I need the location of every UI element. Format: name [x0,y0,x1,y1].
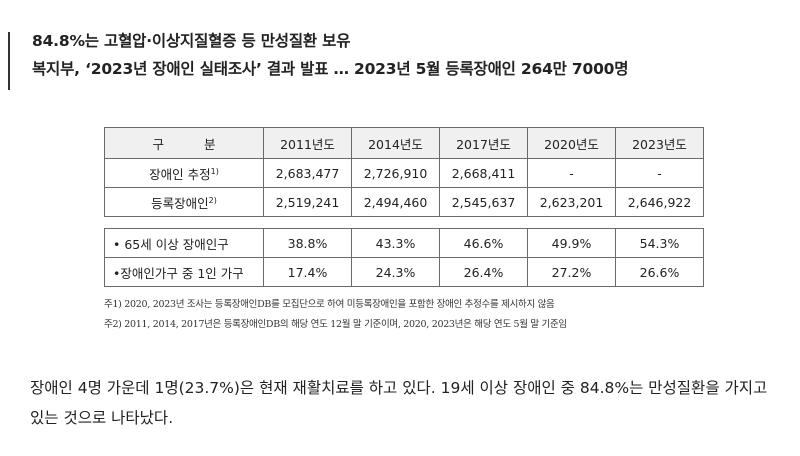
table-cell: - [615,158,704,188]
table-cell: 2,646,922 [615,187,704,217]
row-label: • 65세 이상 장애인구 [104,228,264,258]
statistics-table-image: 구 분 2011년도 2014년도 2017년도 2020년도 2023년도 장… [104,127,704,336]
table-row: 등록장애인2) 2,519,241 2,494,460 2,545,637 2,… [104,187,704,217]
table-row: 장애인 추정1) 2,683,477 2,726,910 2,668,411 -… [104,158,704,188]
table-cell: 38.8% [263,228,352,258]
table-column-header: 2020년도 [527,127,616,159]
footnote-2: 주2) 2011, 2014, 2017년은 등록장애인DB의 해당 연도 12… [104,319,567,330]
footnote-marker: 1) [210,166,219,176]
table-cell: 54.3% [615,228,704,258]
table-header-row: 구 분 2011년도 2014년도 2017년도 2020년도 2023년도 [104,127,704,159]
table-cell: 2,519,241 [263,187,352,217]
article-paragraph: 장애인 4명 가운데 1명(23.7%)은 현재 재활치료를 하고 있다. 19… [30,379,768,427]
subtitle-line-2: 복지부, ‘2023년 장애인 실태조사’ 결과 발표 … 2023년 5월 등… [32,60,629,78]
table-cell: 49.9% [527,228,616,258]
subtitle-line-1: 84.8%는 고혈압·이상지질혈증 등 만성질환 보유 [32,32,351,50]
table-column-header: 2023년도 [615,127,704,159]
disability-statistics-table: 구 분 2011년도 2014년도 2017년도 2020년도 2023년도 장… [104,127,704,287]
table-cell: 27.2% [527,257,616,287]
table-spacer-row [104,216,704,229]
table-cell: 2,494,460 [351,187,440,217]
table-column-header: 2011년도 [263,127,352,159]
table-cell: 2,545,637 [439,187,528,217]
table-row: •장애인가구 중 1인 가구 17.4% 24.3% 26.4% 27.2% 2… [104,257,704,287]
table-header-label: 구 분 [104,127,264,159]
table-column-header: 2014년도 [351,127,440,159]
footnote-1: 주1) 2020, 2023년 조사는 등록장애인DB를 모집단으로 하여 미등… [104,299,555,310]
table-cell: 46.6% [439,228,528,258]
table-row: • 65세 이상 장애인구 38.8% 43.3% 46.6% 49.9% 54… [104,228,704,258]
footnote-marker: 2) [208,195,217,205]
table-cell: 2,623,201 [527,187,616,217]
table-cell: 24.3% [351,257,440,287]
row-label: 등록장애인2) [104,187,264,217]
table-cell: 43.3% [351,228,440,258]
table-cell: 2,668,411 [439,158,528,188]
article-subtitle: 84.8%는 고혈압·이상지질혈증 등 만성질환 보유 복지부, ‘2023년 … [8,32,768,90]
table-cell: 2,683,477 [263,158,352,188]
table-cell: - [527,158,616,188]
table-cell: 26.4% [439,257,528,287]
table-column-header: 2017년도 [439,127,528,159]
row-label: •장애인가구 중 1인 가구 [104,257,264,287]
table-footnotes: 주1) 2020, 2023년 조사는 등록장애인DB를 모집단으로 하여 미등… [104,295,703,335]
table-cell: 2,726,910 [351,158,440,188]
row-label: 장애인 추정1) [104,158,264,188]
table-cell: 26.6% [615,257,704,287]
table-cell: 17.4% [263,257,352,287]
